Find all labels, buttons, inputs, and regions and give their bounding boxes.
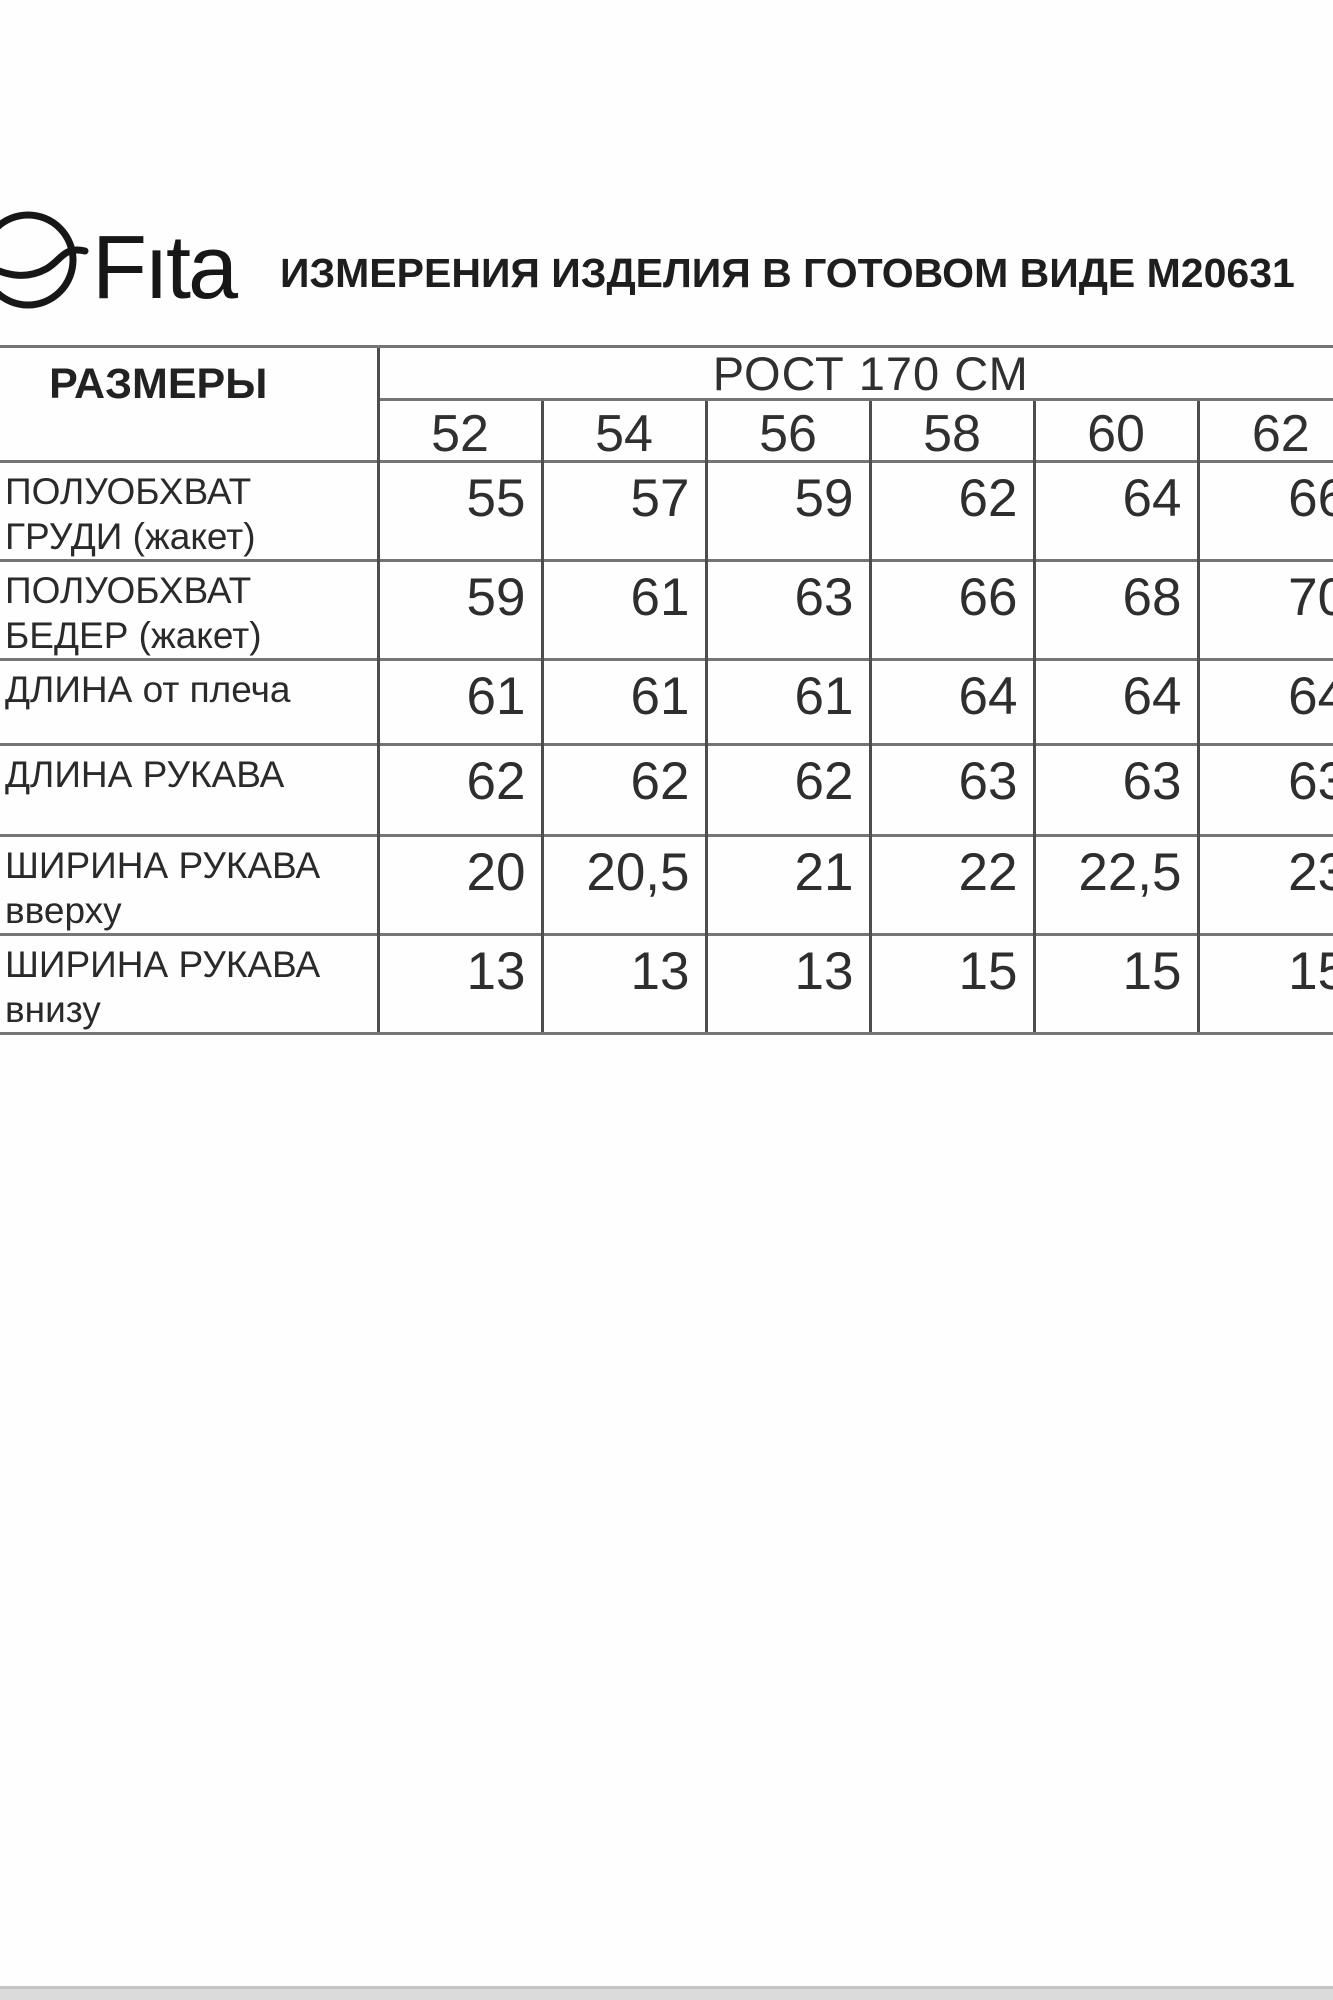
value-cell: 66 bbox=[1196, 460, 1333, 561]
value-cell: 64 bbox=[1032, 658, 1198, 745]
value-cell: 64 bbox=[868, 658, 1034, 745]
value-cell: 61 bbox=[540, 559, 706, 660]
size-column-header: 56 bbox=[704, 398, 870, 462]
bottom-bar bbox=[0, 1986, 1333, 2000]
value-cell: 61 bbox=[540, 658, 706, 745]
row-label: ШИРИНА РУКАВА вверху bbox=[0, 834, 378, 935]
height-group-header: РОСТ 170 СМ bbox=[376, 345, 1333, 400]
value-cell: 62 bbox=[704, 743, 870, 836]
row-label-line2: ГРУДИ (жакет) bbox=[5, 516, 256, 557]
value-cell: 59 bbox=[704, 460, 870, 561]
value-cell: 15 bbox=[1196, 933, 1333, 1035]
value-cell: 59 bbox=[376, 559, 542, 660]
value-cell: 13 bbox=[704, 933, 870, 1035]
row-label-line1: ПОЛУОБХВАТ bbox=[5, 570, 252, 611]
value-cell: 64 bbox=[1032, 460, 1198, 561]
sizes-corner-header: РАЗМЕРЫ bbox=[0, 345, 378, 462]
value-cell: 61 bbox=[704, 658, 870, 745]
value-cell: 61 bbox=[376, 658, 542, 745]
row-label-line1: ШИРИНА РУКАВА bbox=[5, 944, 321, 985]
row-label-line1: ШИРИНА РУКАВА bbox=[5, 845, 321, 886]
row-label: ДЛИНА от плеча bbox=[0, 658, 378, 745]
value-cell: 63 bbox=[1196, 743, 1333, 836]
value-cell: 62 bbox=[376, 743, 542, 836]
value-cell: 63 bbox=[704, 559, 870, 660]
brand-logo: Fıta bbox=[0, 203, 260, 321]
row-label-line2: вверху bbox=[5, 890, 122, 931]
brand-name: Fıta bbox=[92, 218, 239, 318]
size-column-header: 60 bbox=[1032, 398, 1198, 462]
size-column-header: 62 bbox=[1196, 398, 1333, 462]
measurements-table: РАЗМЕРЫ РОСТ 170 СМ 52 54 56 58 60 62 ПО… bbox=[0, 345, 1333, 1035]
value-cell: 20,5 bbox=[540, 834, 706, 935]
value-cell: 66 bbox=[868, 559, 1034, 660]
page-title: ИЗМЕРЕНИЯ ИЗДЕЛИЯ В ГОТОВОМ ВИДЕ М20631 bbox=[280, 250, 1295, 296]
value-cell: 13 bbox=[376, 933, 542, 1035]
table-row: ДЛИНА от плеча 61 61 61 64 64 64 bbox=[0, 658, 1333, 745]
table-row: ШИРИНА РУКАВА вверху 20 20,5 21 22 22,5 2… bbox=[0, 834, 1333, 935]
row-label: ПОЛУОБХВАТ БЕДЕР (жакет) bbox=[0, 559, 378, 660]
value-cell: 68 bbox=[1032, 559, 1198, 660]
row-label-line2: БЕДЕР (жакет) bbox=[5, 615, 262, 656]
table-row: ПОЛУОБХВАТ БЕДЕР (жакет) 59 61 63 66 68 7… bbox=[0, 559, 1333, 660]
value-cell: 62 bbox=[868, 460, 1034, 561]
value-cell: 55 bbox=[376, 460, 542, 561]
size-column-header: 52 bbox=[376, 398, 542, 462]
value-cell: 22,5 bbox=[1032, 834, 1198, 935]
row-label: ПОЛУОБХВАТ ГРУДИ (жакет) bbox=[0, 460, 378, 561]
value-cell: 21 bbox=[704, 834, 870, 935]
value-cell: 57 bbox=[540, 460, 706, 561]
value-cell: 15 bbox=[1032, 933, 1198, 1035]
value-cell: 22 bbox=[868, 834, 1034, 935]
table-row: ПОЛУОБХВАТ ГРУДИ (жакет) 55 57 59 62 64 6… bbox=[0, 460, 1333, 561]
row-label: ШИРИНА РУКАВА внизу bbox=[0, 933, 378, 1035]
row-label-line1: ДЛИНА РУКАВА bbox=[5, 754, 285, 795]
value-cell: 62 bbox=[540, 743, 706, 836]
row-label-line1: ДЛИНА от плеча bbox=[5, 669, 291, 710]
table-row: ДЛИНА РУКАВА 62 62 62 63 63 63 bbox=[0, 743, 1333, 836]
row-label-line2: внизу bbox=[5, 989, 101, 1030]
value-cell: 70 bbox=[1196, 559, 1333, 660]
value-cell: 64 bbox=[1196, 658, 1333, 745]
value-cell: 13 bbox=[540, 933, 706, 1035]
globe-wave-icon: Fıta bbox=[0, 211, 242, 318]
value-cell: 63 bbox=[1032, 743, 1198, 836]
row-label: ДЛИНА РУКАВА bbox=[0, 743, 378, 836]
value-cell: 15 bbox=[868, 933, 1034, 1035]
size-column-header: 54 bbox=[540, 398, 706, 462]
row-label-line1: ПОЛУОБХВАТ bbox=[5, 471, 252, 512]
value-cell: 20 bbox=[376, 834, 542, 935]
value-cell: 63 bbox=[868, 743, 1034, 836]
size-column-header: 58 bbox=[868, 398, 1034, 462]
value-cell: 23 bbox=[1196, 834, 1333, 935]
